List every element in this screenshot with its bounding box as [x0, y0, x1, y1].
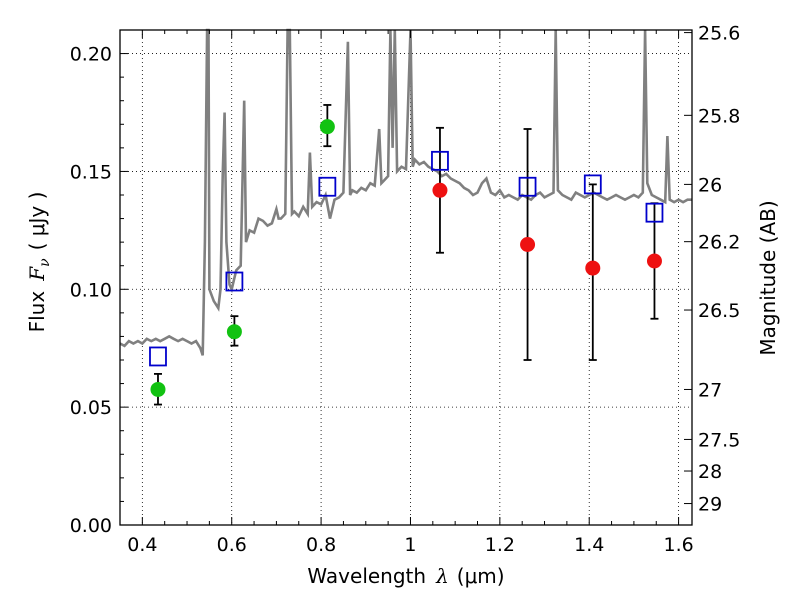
y2-tick-label: 29: [698, 494, 722, 516]
y2-tick-label: 26: [698, 174, 722, 196]
data-point-circle: [226, 324, 242, 340]
x-tick-label: 1.4: [574, 534, 604, 556]
y-axis-subscript: ν: [37, 258, 53, 267]
x-axis-title: Wavelength λ (μm): [307, 564, 504, 588]
y2-tick-label: 26.5: [698, 300, 740, 322]
x-axis-title-text: Wavelength: [307, 564, 426, 588]
x-tick-label: 1.2: [485, 534, 515, 556]
data-markers: [149, 119, 664, 397]
grid-lines: [120, 30, 692, 525]
data-point-circle: [646, 253, 662, 269]
y-tick-label: 0.20: [70, 44, 112, 66]
y2-tick-label: 27.5: [698, 429, 740, 451]
x-tick-label: 0.8: [306, 534, 336, 556]
y2-tick-label: 28: [698, 461, 722, 483]
data-point-square: [318, 176, 337, 197]
data-point-square: [518, 176, 537, 197]
y-tick-label: 0.00: [70, 515, 112, 537]
y-axis-symbol: F: [25, 266, 49, 282]
plot-frame: [119, 29, 693, 526]
x-tick-label: 0.6: [217, 534, 247, 556]
data-point-square: [431, 150, 449, 171]
data-point-square: [225, 271, 244, 292]
x-axis-symbol: λ: [435, 564, 449, 588]
y-axis-unit: ( μJy ): [25, 192, 49, 251]
y2-tick-label: 26.2: [698, 232, 740, 254]
y2-tick-label: 27: [698, 379, 722, 401]
axis-ticks: 0.4 0.6 0.8 1 1.2 1.4 1.6 0.00 0.05 0.10 0.15 0.20 2…: [70, 23, 741, 556]
y-axis-title-text: Flux: [25, 291, 49, 333]
x-tick-label: 0.4: [127, 534, 157, 556]
x-axis-unit: (μm): [457, 564, 505, 588]
y-tick-label: 0.05: [70, 397, 112, 419]
y2-tick-label: 25.6: [698, 23, 740, 45]
y-axis-title: Flux Fν ( μJy ): [25, 192, 53, 333]
y2-tick-label: 25.8: [698, 105, 740, 127]
y2-axis-title: Magnitude (AB): [756, 200, 780, 355]
data-point-square: [645, 202, 664, 223]
data-point-circle: [150, 381, 166, 397]
data-point-circle: [319, 119, 335, 135]
x-tick-label: 1.6: [663, 534, 693, 556]
y-tick-label: 0.10: [70, 279, 112, 301]
data-point-circle: [520, 237, 536, 252]
y-tick-label: 0.15: [70, 161, 112, 183]
data-point-square: [583, 174, 602, 195]
model-spectrum-line: [119, 28, 692, 356]
x-tick-label: 1: [404, 534, 416, 556]
data-point-square: [149, 346, 167, 367]
data-point-circle: [585, 260, 601, 276]
data-point-circle: [432, 182, 448, 198]
